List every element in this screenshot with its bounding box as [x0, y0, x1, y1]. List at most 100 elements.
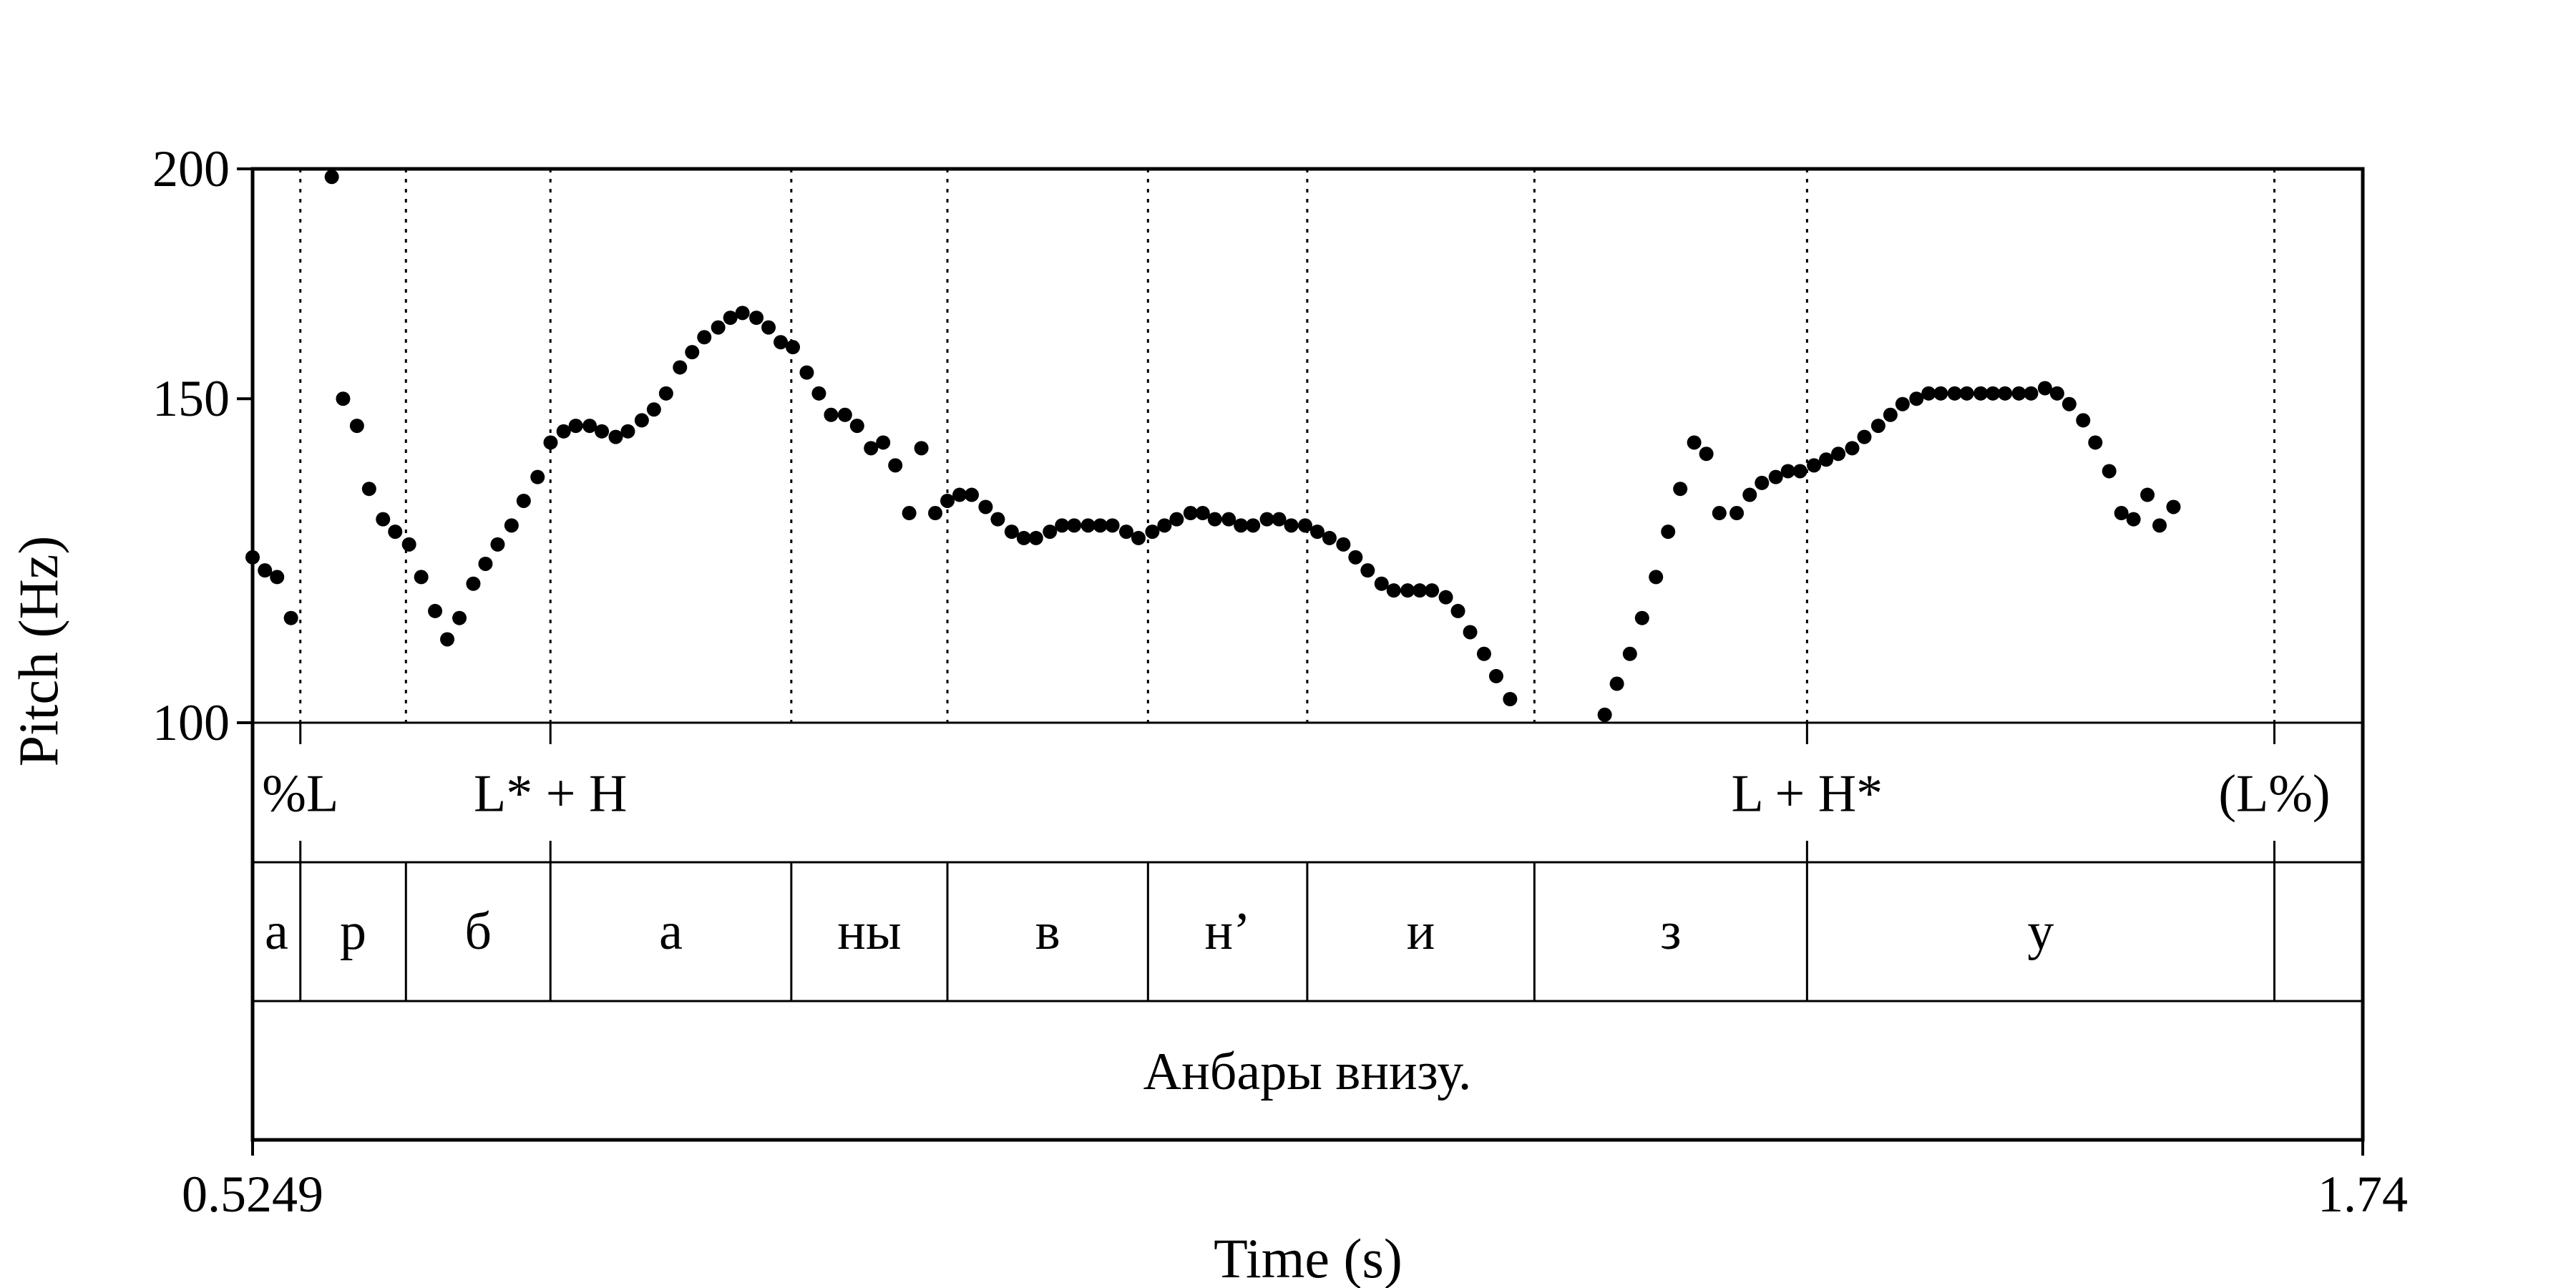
pitch-point — [1649, 570, 1664, 585]
pitch-point — [952, 487, 967, 502]
pitch-point — [1712, 506, 1727, 521]
pitch-point — [1259, 512, 1274, 527]
pitch-point — [2088, 435, 2103, 450]
pitch-point — [749, 311, 764, 326]
segment-label: ны — [837, 902, 901, 961]
pitch-point — [1360, 563, 1375, 578]
pitch-point — [1386, 583, 1401, 598]
pitch-point — [2062, 396, 2077, 411]
pitch-point — [349, 419, 364, 434]
pitch-point — [556, 424, 571, 439]
pitch-point — [1986, 386, 2001, 401]
pitch-point — [1309, 525, 1324, 540]
pitch-point — [1883, 407, 1898, 422]
pitch-point — [811, 386, 826, 401]
y-tick-label: 150 — [152, 370, 230, 427]
segment-label: и — [1407, 902, 1435, 961]
pitch-point — [324, 170, 339, 185]
pitch-point — [2024, 386, 2039, 401]
pitch-point — [1284, 518, 1299, 533]
pitch-point — [1729, 506, 1745, 521]
pitch-point — [440, 632, 455, 647]
pitch-point — [1845, 441, 1860, 456]
pitch-points — [245, 170, 2181, 722]
pitch-point — [824, 407, 839, 422]
pitch-point — [902, 506, 917, 521]
boundary-lines — [299, 169, 2275, 1001]
pitch-point — [388, 525, 403, 540]
axis-labels: Pitch (Hz) Time (s) — [7, 536, 1402, 1288]
pitch-point — [516, 493, 531, 508]
x-tick-label: 0.5249 — [182, 1166, 323, 1223]
pitch-point — [1687, 435, 1702, 450]
pitch-point — [1755, 475, 1770, 490]
pitch-point — [1742, 487, 1757, 502]
pitch-point — [258, 563, 273, 578]
pitch-point — [1699, 447, 1714, 462]
pitch-point — [1909, 391, 1924, 406]
pitch-point — [1857, 429, 1872, 444]
pitch-point — [1157, 518, 1172, 533]
pitch-point — [1673, 482, 1688, 497]
x-axis-title: Time (s) — [1214, 1227, 1402, 1288]
pitch-point — [1336, 537, 1351, 552]
pitch-point — [1609, 676, 1624, 691]
pitch-point — [2152, 518, 2167, 533]
pitch-point — [1272, 512, 1287, 527]
pitch-point — [376, 512, 391, 527]
pitch-point — [543, 435, 558, 450]
pitch-point — [1463, 625, 1478, 640]
pitch-point — [2049, 386, 2064, 401]
pitch-point — [428, 603, 443, 618]
pitch-point — [697, 330, 712, 345]
pitch-point — [1246, 518, 1261, 533]
pitch-point — [568, 419, 583, 434]
y-axis-title: Pitch (Hz) — [7, 536, 69, 767]
pitch-point — [1488, 668, 1503, 683]
pitch-point — [1870, 419, 1885, 434]
pitch-point — [1004, 525, 1019, 540]
pitch-point — [1792, 464, 1807, 479]
pitch-point — [1055, 518, 1070, 533]
tone-label: (L%) — [2218, 765, 2330, 824]
pitch-point — [774, 335, 789, 350]
pitch-point — [1974, 386, 1989, 401]
pitch-point — [723, 311, 738, 326]
pitch-point — [673, 360, 688, 375]
pitch-point — [965, 487, 980, 502]
tone-label: L* + H — [474, 765, 627, 824]
pitch-point — [1093, 518, 1108, 533]
pitch-point — [1080, 518, 1096, 533]
pitch-point — [1207, 512, 1222, 527]
axis-ticks: 100 150 200 0.5249 1.74 — [152, 140, 2408, 1223]
pitch-point — [608, 429, 623, 444]
pitch-point — [1067, 518, 1082, 533]
pitch-point — [2076, 413, 2091, 428]
pitch-point — [1169, 512, 1184, 527]
segment-label: а — [265, 902, 288, 961]
pitch-point — [761, 320, 776, 335]
pitch-point — [1597, 707, 1612, 722]
pitch-point — [466, 576, 481, 591]
pitch-point — [1105, 518, 1120, 533]
pitch-point — [914, 441, 929, 456]
pitch-point — [1221, 512, 1236, 527]
pitch-point — [1768, 469, 1783, 484]
pitch-point — [452, 610, 467, 625]
segment-label: з — [1660, 902, 1681, 961]
sentence-text: Анбары внизу. — [1143, 1043, 1472, 1101]
pitch-point — [1195, 506, 1210, 521]
pitch-point — [1921, 386, 1936, 401]
pitch-point — [1413, 583, 1428, 598]
pitch-point — [735, 306, 750, 321]
pitch-point — [940, 493, 955, 508]
pitch-point — [1374, 576, 1389, 591]
pitch-point — [1119, 525, 1134, 540]
pitch-point — [2140, 487, 2155, 502]
pitch-point — [620, 424, 635, 439]
pitch-point — [1145, 525, 1160, 540]
pitch-point — [1400, 583, 1415, 598]
x-tick-label: 1.74 — [2318, 1166, 2408, 1223]
pitch-point — [888, 458, 903, 473]
pitch-point — [2102, 464, 2117, 479]
